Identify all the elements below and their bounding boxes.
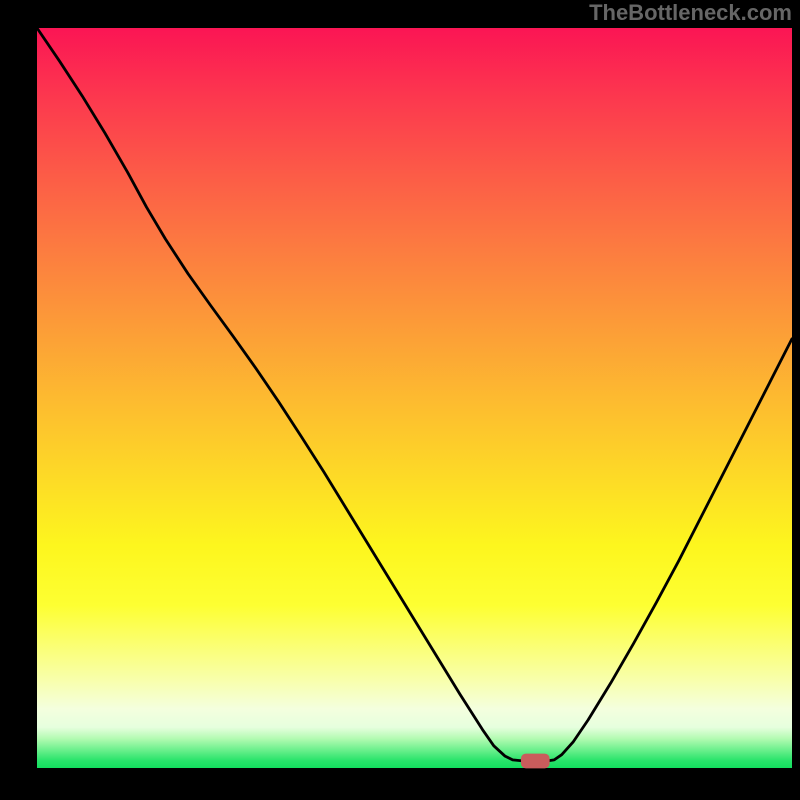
watermark-text: TheBottleneck.com (589, 0, 792, 26)
bottleneck-chart-svg (0, 0, 800, 800)
optimal-marker (521, 754, 550, 769)
bottleneck-chart-container: TheBottleneck.com (0, 0, 800, 800)
chart-plot-area (37, 28, 792, 768)
